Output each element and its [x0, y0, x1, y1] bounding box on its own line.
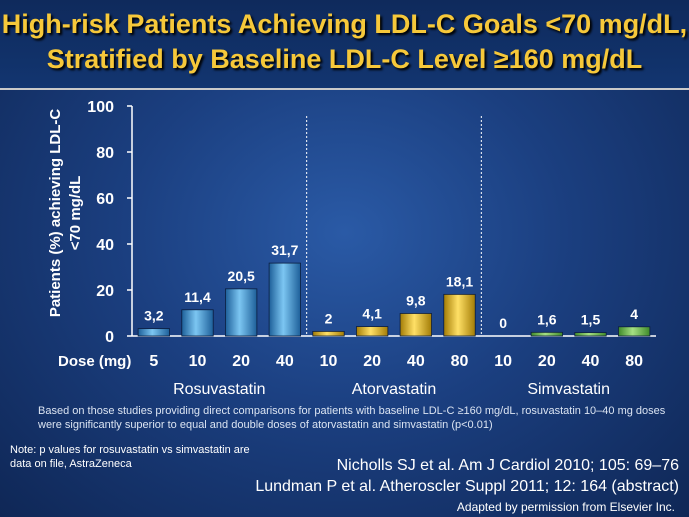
x-tick-label: 10	[189, 353, 207, 370]
x-tick-label: 40	[582, 353, 600, 370]
data-label: 18,1	[446, 273, 473, 289]
bar-rosuvastatin-5	[137, 328, 170, 337]
chart-area: 0204060801003,2511,41020,52031,740Rosuva…	[87, 99, 656, 398]
x-tick-label: 5	[149, 353, 158, 370]
data-label: 4,1	[362, 306, 382, 322]
data-label: 9,8	[406, 292, 426, 308]
data-label: 1,6	[537, 311, 557, 327]
x-tick-label: 20	[232, 353, 250, 370]
x-tick-label: 10	[320, 353, 338, 370]
data-label: 4	[630, 306, 638, 322]
footnote: Based on those studies providing direct …	[38, 405, 666, 431]
y-axis-title-line-1: Patients (%) achieving LDL-C	[47, 109, 64, 318]
data-label: 11,4	[184, 289, 211, 305]
data-label: 2	[325, 310, 333, 326]
bar-simvastatin-20	[530, 331, 563, 337]
x-tick-label: 40	[276, 353, 294, 370]
data-label: 3,2	[144, 308, 164, 324]
bar-atorvastatin-80	[443, 293, 476, 337]
bar-rosuvastatin-40	[268, 262, 301, 337]
y-tick-label: 20	[96, 283, 114, 300]
group-label-rosuvastatin: Rosuvastatin	[173, 381, 266, 398]
y-tick-label: 100	[87, 99, 114, 116]
data-label: 0	[499, 315, 507, 331]
bar-chart: Patients (%) achieving LDL-C <70 mg/dL 0…	[47, 99, 656, 398]
bar-atorvastatin-20	[356, 326, 389, 337]
reference-2: Lundman P et al. Atheroscler Suppl 2011;…	[255, 478, 679, 495]
data-label: 31,7	[271, 242, 298, 258]
x-tick-label: 80	[625, 353, 643, 370]
y-tick-label: 0	[105, 329, 114, 346]
y-tick-label: 80	[96, 145, 114, 162]
bar-atorvastatin-10	[312, 330, 345, 337]
y-tick-label: 40	[96, 237, 114, 254]
x-tick-label: 20	[538, 353, 556, 370]
bar-atorvastatin-40	[399, 313, 432, 337]
slide-title-line-1: High-risk Patients Achieving LDL-C Goals…	[1, 9, 688, 39]
bar-rosuvastatin-10	[181, 309, 214, 337]
p-value-note: Note: p values for rosuvastatin vs simva…	[10, 444, 250, 470]
slide-title-line-2: Stratified by Baseline LDL-C Level ≥160 …	[46, 44, 643, 74]
x-tick-label: 80	[451, 353, 469, 370]
y-axis-title-line-2: <70 mg/dL	[67, 176, 84, 251]
y-tick-label: 60	[96, 191, 114, 208]
bar-simvastatin-40	[574, 332, 607, 337]
x-tick-label: 20	[363, 353, 381, 370]
x-axis-title: Dose (mg)	[58, 353, 131, 370]
reference-1: Nicholls SJ et al. Am J Cardiol 2010; 10…	[336, 457, 679, 474]
data-label: 1,5	[581, 312, 601, 328]
bar-rosuvastatin-20	[225, 288, 258, 337]
x-tick-label: 40	[407, 353, 425, 370]
bar-simvastatin-80	[618, 326, 651, 337]
y-axis-title: Patients (%) achieving LDL-C <70 mg/dL	[47, 109, 84, 318]
x-tick-label: 10	[494, 353, 512, 370]
group-label-simvastatin: Simvastatin	[527, 381, 610, 398]
adapted-note: Adapted by permission from Elsevier Inc.	[456, 500, 675, 514]
title-band	[0, 0, 689, 90]
group-label-atorvastatin: Atorvastatin	[352, 381, 436, 398]
data-label: 20,5	[228, 268, 255, 284]
